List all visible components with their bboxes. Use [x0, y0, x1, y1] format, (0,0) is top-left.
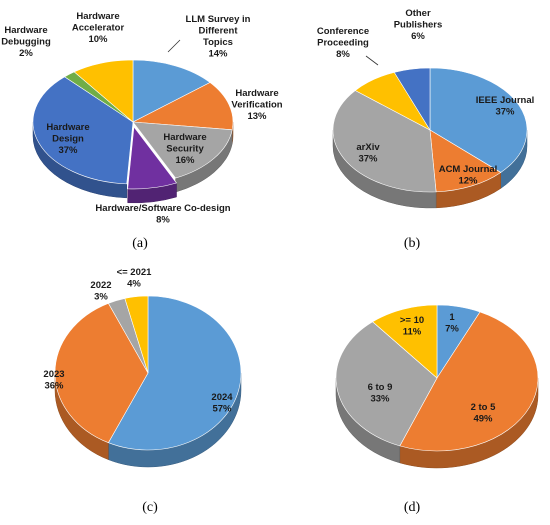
pie-slice — [124, 295, 149, 374]
pie-slice — [335, 321, 438, 447]
pie-slice — [32, 76, 134, 185]
slice-label: Hardware/Software Co-design 8% — [95, 203, 230, 226]
slice-label: 2024 57% — [211, 392, 233, 415]
caption-c: (c) — [142, 500, 158, 515]
pie-chart-d: 1 7% 2 to 5 49% 6 to 9 33% >= 10 11% — [335, 304, 539, 469]
slice-label: ACM Journal 12% — [439, 164, 498, 187]
pie-slice — [393, 67, 431, 132]
slice-label: IEEE Journal 37% — [476, 95, 535, 118]
slice-label: 6 to 9 33% — [368, 382, 393, 405]
slice-label: 1 7% — [445, 312, 459, 335]
pie-chart-b: IEEE Journal 37% ACM Journal 12% arXiv 37% Con… — [317, 8, 535, 209]
pie-slice — [131, 82, 234, 131]
pie-slice — [132, 121, 233, 179]
slice-label: Hardware Verification 13% — [231, 88, 282, 122]
slice-leader-line — [365, 55, 379, 66]
slice-label: arXiv 37% — [356, 142, 380, 165]
pie-slice — [429, 67, 528, 173]
slice-label: >= 10 11% — [400, 315, 424, 338]
pie-slice — [127, 126, 178, 190]
pie-slice — [54, 302, 149, 444]
slice-label: LLM Survey in Different Topics 14% — [186, 14, 251, 60]
slice-label: Hardware Debugging 2% — [1, 25, 51, 59]
slice-label: Conference Proceeding 8% — [317, 26, 369, 60]
pie-chart-a: LLM Survey in Different Topics 14% Hardware V… — [1, 11, 283, 226]
slice-label: 2022 3% — [90, 280, 111, 303]
slice-label: Hardware Security 16% — [163, 132, 206, 166]
caption-d: (d) — [404, 500, 421, 515]
pie-slice — [399, 311, 539, 452]
slice-label: 2023 36% — [43, 369, 64, 392]
pie-slice — [372, 304, 438, 379]
slice-label: <= 2021 4% — [117, 267, 153, 290]
slice-label: Hardware Accelerator 10% — [72, 11, 125, 45]
pie-slice — [332, 90, 437, 193]
pie-slice — [429, 129, 502, 193]
pie-slice — [132, 59, 211, 123]
slice-leader-line — [167, 39, 181, 53]
slice-label: Other Publishers 6% — [394, 8, 443, 42]
caption-b: (b) — [404, 236, 421, 251]
slice-label: 2 to 5 49% — [471, 402, 497, 425]
caption-a: (a) — [132, 236, 148, 251]
slice-label: Hardware Design 37% — [46, 122, 89, 156]
pie-chart-c: 2024 57% 2023 36% 2022 3% <= 2021 4% — [43, 267, 242, 468]
pie-slice — [73, 59, 134, 123]
pie-slice — [107, 295, 242, 451]
